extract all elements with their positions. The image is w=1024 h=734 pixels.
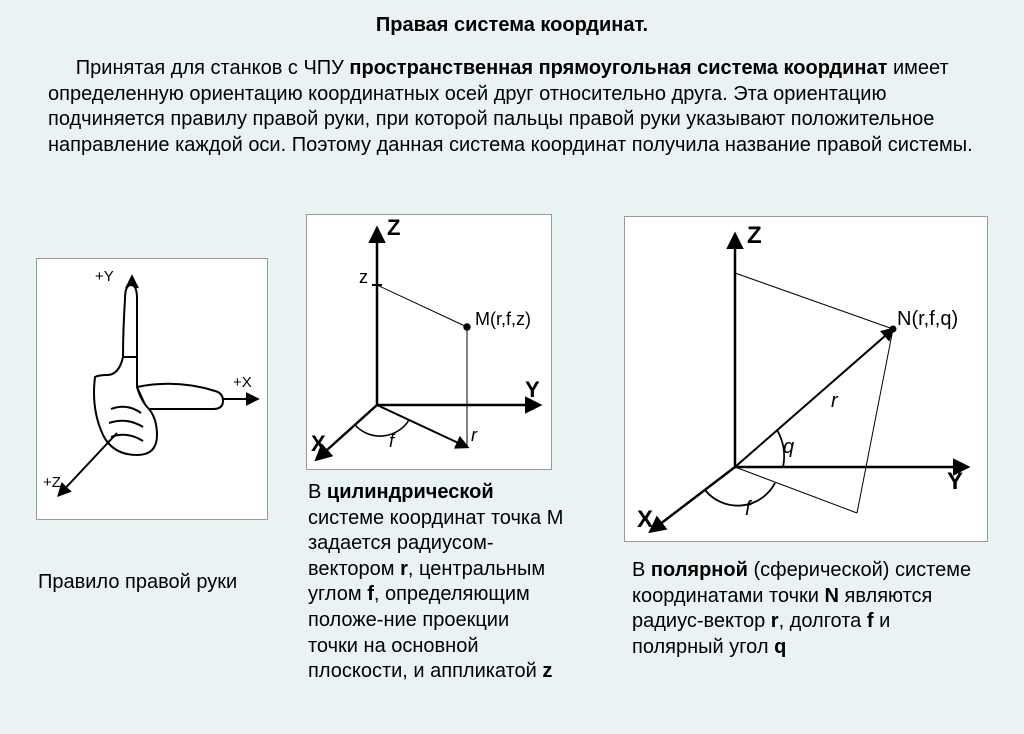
- hand-svg: +Y +X +Z: [37, 259, 267, 519]
- sph-cap-r: r: [771, 610, 779, 632]
- figure-hand: +Y +X +Z: [36, 258, 268, 520]
- page-title: Правая система координат.: [0, 14, 1024, 37]
- cyl-cap-bold: цилиндрической: [327, 481, 494, 503]
- figure-spherical: Z Y X N(r,f,q) q r f: [624, 216, 988, 542]
- cyl-Z: Z: [387, 215, 400, 240]
- intro-bold: пространственная прямоугольная система к…: [349, 57, 887, 79]
- hand-label-x: +X: [233, 374, 252, 391]
- intro-paragraph: Принятая для станков с ЧПУ пространствен…: [48, 56, 976, 158]
- sph-svg: Z Y X N(r,f,q) q r f: [625, 217, 987, 541]
- sph-r: r: [831, 390, 839, 412]
- cyl-f: f: [389, 431, 396, 451]
- sph-cap-q: q: [774, 636, 786, 658]
- sph-N: N(r,f,q): [897, 308, 958, 330]
- sph-cap-p3: , долгота: [779, 610, 867, 632]
- hand-label-z: +Z: [43, 474, 61, 491]
- cyl-caption: В цилиндрической системе координат точка…: [308, 480, 564, 685]
- intro-pre: Принятая для станков с ЧПУ: [76, 57, 350, 79]
- sph-cap-N: N: [825, 585, 839, 607]
- cyl-M: M(r,f,z): [475, 309, 531, 329]
- sph-f: f: [745, 498, 753, 520]
- cyl-r: r: [471, 425, 478, 445]
- sph-q: q: [783, 436, 794, 458]
- cyl-cap-pre: В: [308, 481, 327, 503]
- cyl-cap-f: f: [367, 583, 374, 605]
- cyl-z: z: [359, 267, 368, 287]
- cyl-Y: Y: [525, 377, 540, 402]
- sph-X: X: [637, 506, 653, 533]
- figure-cylindrical: Z Y X z M(r,f,z) f r: [306, 214, 552, 470]
- sph-Y: Y: [947, 468, 963, 495]
- hand-caption: Правило правой руки: [38, 570, 278, 596]
- sph-caption: В полярной (сферической) системе координ…: [632, 558, 984, 660]
- cyl-cap-r: r: [400, 558, 408, 580]
- cyl-svg: Z Y X z M(r,f,z) f r: [307, 215, 551, 469]
- sph-Z: Z: [747, 222, 762, 249]
- hand-label-y: +Y: [95, 268, 114, 285]
- cyl-cap-z: z: [542, 660, 552, 682]
- cyl-X: X: [311, 431, 326, 456]
- sph-cap-pre: В: [632, 559, 651, 581]
- sph-cap-f: f: [867, 610, 874, 632]
- sph-cap-bold: полярной: [651, 559, 748, 581]
